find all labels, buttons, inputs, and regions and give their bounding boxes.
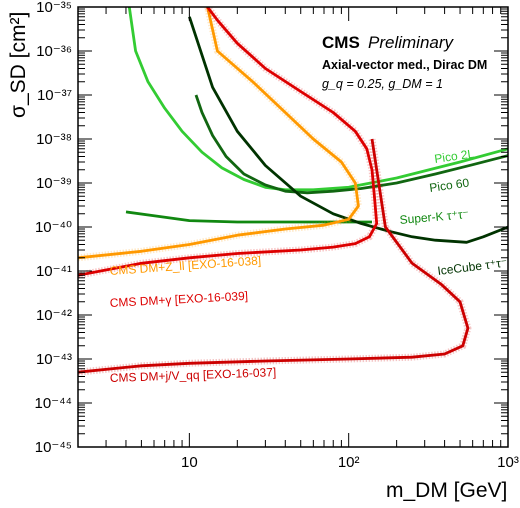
series-label-pico-60: Pico 60 bbox=[428, 175, 470, 194]
chart-title: CMS bbox=[322, 33, 360, 52]
series-line-cms-dm-j-v-qq-exo-16-037 bbox=[78, 138, 470, 374]
series-layer bbox=[78, 7, 508, 376]
series-line-super-k bbox=[125, 210, 372, 224]
y-tick-label: 10⁻⁴⁰ bbox=[35, 219, 72, 236]
y-tick-label: 10⁻³⁶ bbox=[36, 43, 72, 60]
y-tick-label: 10⁻³⁵ bbox=[36, 0, 72, 16]
ticks-layer bbox=[77, 6, 509, 448]
y-tick-label: 10⁻³⁸ bbox=[36, 131, 72, 148]
y-tick-label: 10⁻³⁷ bbox=[37, 87, 72, 104]
labels-layer: 10⁻⁴⁵ 10⁻⁴⁴ 10⁻⁴³ 10⁻⁴² 10⁻⁴¹ 10⁻⁴⁰ 10⁻³⁹ 10⁻³⁸… bbox=[35, 0, 519, 471]
x-tick-label: 10³ bbox=[497, 454, 519, 471]
series-label-icecube: IceCube τ⁺τ⁻ bbox=[437, 256, 508, 278]
coupling-annotation: g_q = 0.25, g_DM = 1 bbox=[322, 77, 443, 91]
series-line-pico-2l bbox=[127, 7, 508, 192]
series-label-cms-dm-j-v-qq-exo-16-037: CMS DM+j/V_qq [EXO-16-037] bbox=[110, 365, 277, 385]
model-annotation: Axial-vector med., Dirac DM bbox=[322, 58, 487, 72]
y-tick-label: 10⁻⁴⁴ bbox=[35, 395, 73, 412]
series-line-cms-dm-exo-16-039 bbox=[78, 7, 379, 277]
series-line-cms-dm-z-ll-exo-16-038 bbox=[78, 7, 360, 260]
y-tick-label: 10⁻⁴¹ bbox=[36, 263, 72, 280]
series-label-pico-2l: Pico 2L bbox=[433, 146, 475, 165]
chart-subtitle: Preliminary bbox=[368, 33, 455, 52]
x-axis-label: m_DM [GeV] bbox=[386, 479, 507, 502]
series-label-super-k: Super-K τ⁺τ⁻ bbox=[399, 207, 469, 227]
x-tick-label: 10 bbox=[181, 454, 198, 471]
y-tick-label: 10⁻⁴² bbox=[36, 307, 72, 324]
y-tick-label: 10⁻³⁹ bbox=[36, 175, 72, 192]
x-tick-label: 10² bbox=[338, 454, 360, 471]
y-tick-label: 10⁻⁴⁵ bbox=[35, 439, 72, 456]
y-tick-label: 10⁻⁴³ bbox=[36, 351, 72, 368]
series-line-icecube bbox=[188, 16, 508, 244]
y-axis-label: σ_SD [cm²] bbox=[7, 12, 30, 118]
series-label-cms-dm-exo-16-039: CMS DM+γ [EXO-16-039] bbox=[109, 289, 248, 310]
